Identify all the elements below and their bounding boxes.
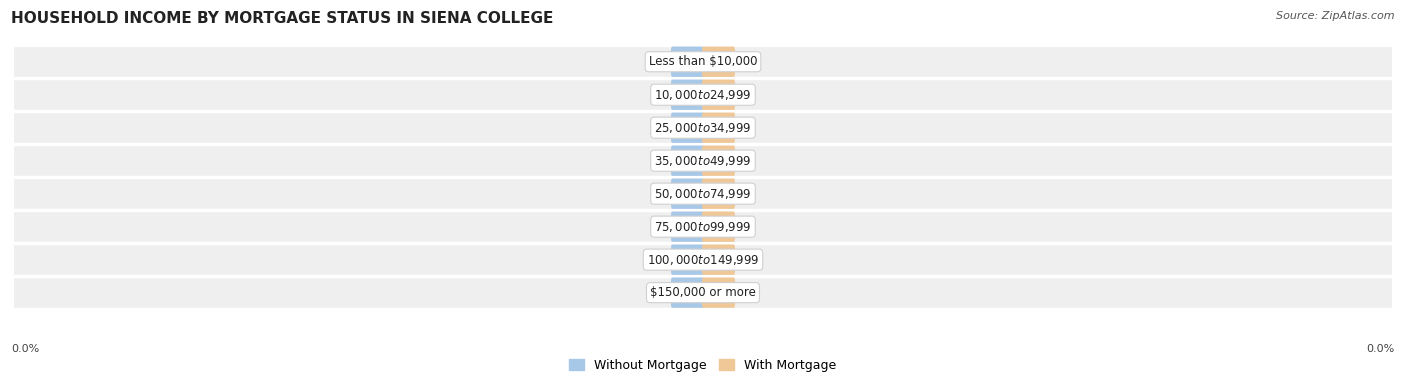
Bar [14, 276, 1392, 309]
FancyBboxPatch shape [702, 211, 735, 242]
Bar [14, 243, 1392, 276]
Text: 0.0%: 0.0% [704, 288, 733, 298]
Text: 0.0%: 0.0% [673, 123, 702, 133]
Text: 0.0%: 0.0% [673, 57, 702, 67]
Text: 0.0%: 0.0% [704, 254, 733, 265]
Text: 0.0%: 0.0% [704, 57, 733, 67]
Text: $150,000 or more: $150,000 or more [650, 286, 756, 299]
Text: $50,000 to $74,999: $50,000 to $74,999 [654, 187, 752, 201]
Text: 0.0%: 0.0% [673, 254, 702, 265]
Bar [14, 111, 1392, 144]
FancyBboxPatch shape [671, 179, 704, 209]
FancyBboxPatch shape [702, 244, 735, 275]
FancyBboxPatch shape [671, 80, 704, 110]
Legend: Without Mortgage, With Mortgage: Without Mortgage, With Mortgage [564, 354, 842, 377]
Text: 0.0%: 0.0% [673, 222, 702, 232]
FancyBboxPatch shape [671, 277, 704, 308]
FancyBboxPatch shape [671, 146, 704, 176]
Text: 0.0%: 0.0% [673, 288, 702, 298]
Text: Less than $10,000: Less than $10,000 [648, 55, 758, 68]
FancyBboxPatch shape [671, 211, 704, 242]
Bar [14, 210, 1392, 243]
Text: $100,000 to $149,999: $100,000 to $149,999 [647, 253, 759, 267]
Text: 0.0%: 0.0% [704, 222, 733, 232]
Text: 0.0%: 0.0% [11, 344, 39, 354]
FancyBboxPatch shape [702, 112, 735, 143]
Text: $25,000 to $34,999: $25,000 to $34,999 [654, 121, 752, 135]
Text: 0.0%: 0.0% [1367, 344, 1395, 354]
Text: HOUSEHOLD INCOME BY MORTGAGE STATUS IN SIENA COLLEGE: HOUSEHOLD INCOME BY MORTGAGE STATUS IN S… [11, 11, 554, 26]
FancyBboxPatch shape [671, 244, 704, 275]
Text: 0.0%: 0.0% [704, 156, 733, 166]
FancyBboxPatch shape [671, 112, 704, 143]
Bar [14, 177, 1392, 210]
Text: 0.0%: 0.0% [673, 188, 702, 199]
Text: Source: ZipAtlas.com: Source: ZipAtlas.com [1277, 11, 1395, 21]
FancyBboxPatch shape [702, 146, 735, 176]
FancyBboxPatch shape [702, 47, 735, 77]
FancyBboxPatch shape [702, 179, 735, 209]
Text: 0.0%: 0.0% [673, 90, 702, 100]
Text: 0.0%: 0.0% [704, 90, 733, 100]
FancyBboxPatch shape [702, 277, 735, 308]
Text: $35,000 to $49,999: $35,000 to $49,999 [654, 154, 752, 168]
Text: 0.0%: 0.0% [673, 156, 702, 166]
Text: 0.0%: 0.0% [704, 123, 733, 133]
Text: $75,000 to $99,999: $75,000 to $99,999 [654, 220, 752, 234]
Text: 0.0%: 0.0% [704, 188, 733, 199]
Bar [14, 78, 1392, 111]
Bar [14, 144, 1392, 177]
FancyBboxPatch shape [671, 47, 704, 77]
FancyBboxPatch shape [702, 80, 735, 110]
Bar [14, 45, 1392, 78]
Text: $10,000 to $24,999: $10,000 to $24,999 [654, 88, 752, 102]
